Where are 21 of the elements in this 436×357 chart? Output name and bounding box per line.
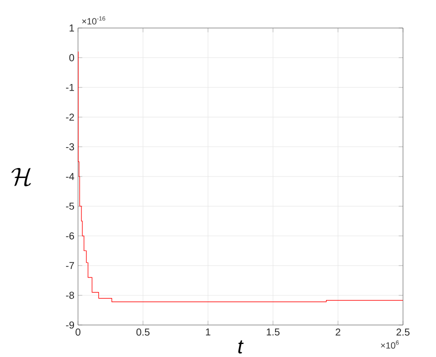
y-tick-label: -8 (66, 292, 74, 299)
x-tick-label: 2.5 (396, 328, 410, 336)
x-tick-label: 0 (76, 328, 80, 336)
x-tick-label: 2 (336, 328, 340, 336)
x-tick-label: 1 (206, 328, 210, 336)
y-tick-label: -9 (66, 321, 74, 329)
text: ×10$^{-16}$ (82, 16, 106, 24)
y-tick-label: -2 (66, 114, 74, 121)
x-axis-title: t (238, 340, 244, 354)
y-tick-label: -7 (66, 262, 74, 270)
y-axis-title: $\mathcal{H}$ (11, 168, 31, 186)
y-tick-label: -5 (66, 202, 74, 210)
x-tick-label: 0.5 (136, 328, 150, 336)
y-tick-label: -3 (66, 143, 74, 150)
y-tick-label: -1 (66, 84, 74, 91)
y-tick-label: -4 (66, 173, 74, 180)
y-tick-label: 1 (70, 24, 74, 32)
text: ×10$^{6}$ (380, 340, 399, 349)
y-tick-label: -6 (66, 232, 74, 240)
y-tick-label: 0 (69, 54, 74, 62)
x-tick-label: 1.5 (266, 328, 280, 336)
